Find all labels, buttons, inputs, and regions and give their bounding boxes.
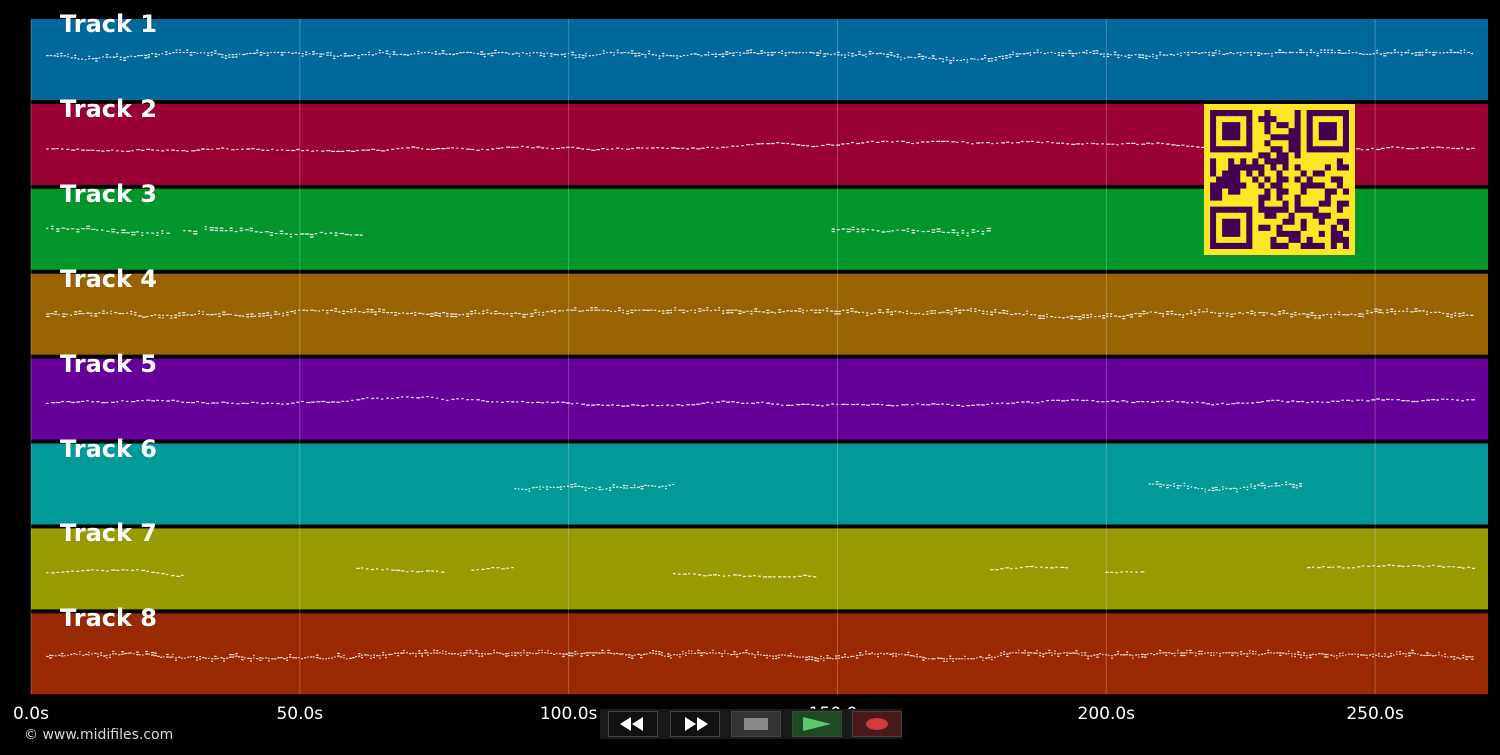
track-notes — [46, 307, 1474, 320]
track-label: Track 1 — [60, 10, 158, 38]
play-icon — [803, 717, 831, 731]
play-button[interactable] — [792, 711, 842, 737]
track-label: Track 3 — [60, 179, 158, 208]
copyright-text: © www.midifiles.com — [24, 727, 174, 743]
record-icon — [866, 718, 888, 730]
track-notes — [46, 396, 1475, 407]
track-notes — [46, 49, 1474, 64]
time-tick-label: 50.0s — [276, 704, 324, 724]
track-lane — [31, 443, 1488, 525]
fast-forward-icon — [685, 717, 708, 731]
track-lane — [31, 613, 1488, 695]
track-lane — [31, 528, 1488, 610]
track-lane — [31, 358, 1488, 440]
stop-icon — [744, 718, 768, 730]
track-label: Track 4 — [60, 264, 158, 293]
transport-bar — [600, 709, 902, 739]
time-tick-label: 200.0s — [1077, 704, 1136, 724]
track-label: Track 8 — [60, 604, 158, 633]
track-lane — [31, 19, 1488, 100]
stop-button[interactable] — [731, 711, 781, 737]
track-label: Track 7 — [60, 519, 158, 548]
track-lane — [31, 273, 1488, 355]
time-tick-label: 0.0s — [13, 704, 49, 724]
rewind-button[interactable] — [608, 711, 658, 737]
qr-code-icon — [1204, 104, 1355, 255]
fast-forward-button[interactable] — [670, 711, 720, 737]
track-notes — [46, 225, 991, 238]
track-label: Track 2 — [60, 94, 158, 123]
record-button[interactable] — [852, 711, 902, 737]
time-tick-label: 100.0s — [539, 704, 598, 724]
track-notes — [514, 481, 1302, 493]
track-notes — [46, 564, 1475, 578]
track-notes — [46, 649, 1474, 662]
rewind-icon — [620, 717, 643, 731]
track-label: Track 5 — [60, 349, 158, 378]
track-label: Track 6 — [60, 434, 158, 463]
time-tick-label: 250.0s — [1346, 704, 1404, 724]
